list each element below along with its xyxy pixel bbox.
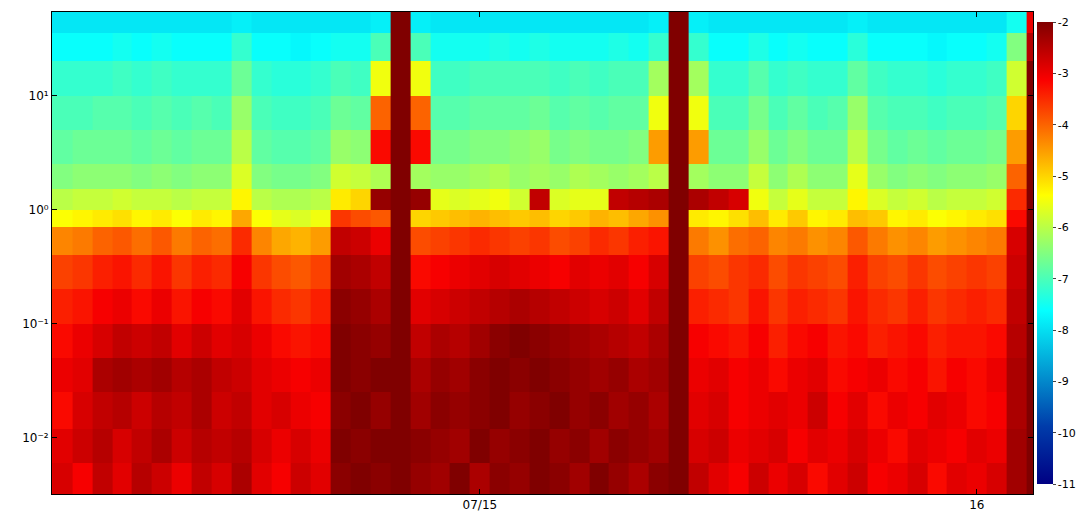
svg-text:10¹: 10¹ <box>29 89 49 103</box>
svg-text:-11: -11 <box>1058 478 1076 491</box>
svg-text:-4: -4 <box>1058 119 1069 132</box>
svg-text:-9: -9 <box>1058 375 1069 388</box>
svg-text:-2: -2 <box>1058 16 1069 29</box>
svg-text:-5: -5 <box>1058 170 1069 183</box>
svg-text:-8: -8 <box>1058 324 1069 337</box>
svg-text:10⁰: 10⁰ <box>29 203 49 217</box>
svg-text:07/15: 07/15 <box>463 498 498 512</box>
svg-text:10⁻²: 10⁻² <box>22 431 49 445</box>
svg-text:-7: -7 <box>1058 273 1069 286</box>
svg-text:16: 16 <box>969 498 984 512</box>
svg-text:-6: -6 <box>1058 221 1069 234</box>
svg-text:10⁻¹: 10⁻¹ <box>22 317 49 331</box>
svg-text:-10: -10 <box>1058 427 1076 440</box>
svg-text:-3: -3 <box>1058 67 1069 80</box>
